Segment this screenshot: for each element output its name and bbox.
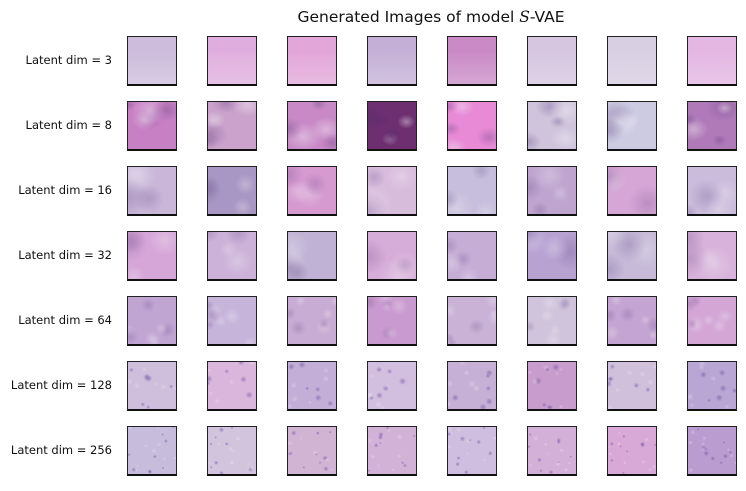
generated-image-tile — [447, 231, 497, 281]
generated-image-tile — [367, 101, 417, 151]
generated-image-tile — [527, 296, 577, 346]
generated-image-tile — [447, 36, 497, 86]
generated-image-tile — [207, 361, 257, 411]
generated-image-tile — [367, 426, 417, 476]
generated-image-tile — [367, 296, 417, 346]
generated-image-tile — [127, 426, 177, 476]
generated-image-tile — [127, 231, 177, 281]
row-label-latent-dim-8: Latent dim = 8 — [25, 118, 112, 132]
generated-image-tile — [607, 231, 657, 281]
generated-image-tile — [527, 426, 577, 476]
generated-image-tile — [447, 426, 497, 476]
generated-image-tile — [127, 166, 177, 216]
generated-image-tile — [607, 361, 657, 411]
generated-image-tile — [127, 361, 177, 411]
generated-image-tile — [367, 166, 417, 216]
generated-image-tile — [367, 361, 417, 411]
generated-image-tile — [127, 101, 177, 151]
generated-image-tile — [687, 296, 737, 346]
generated-image-tile — [287, 166, 337, 216]
generated-image-tile — [527, 166, 577, 216]
generated-image-tile — [287, 36, 337, 86]
generated-image-tile — [287, 101, 337, 151]
generated-image-tile — [207, 426, 257, 476]
generated-image-tile — [447, 101, 497, 151]
row-label-latent-dim-256: Latent dim = 256 — [10, 443, 112, 457]
generated-image-tile — [207, 296, 257, 346]
row-label-latent-dim-64: Latent dim = 64 — [18, 313, 112, 327]
generated-image-tile — [687, 101, 737, 151]
generated-image-tile — [127, 36, 177, 86]
row-label-latent-dim-32: Latent dim = 32 — [18, 248, 112, 262]
figure-title: Generated Images of model S-VAE — [297, 8, 565, 26]
generated-image-tile — [607, 166, 657, 216]
generated-image-tile — [367, 231, 417, 281]
generated-image-tile — [607, 36, 657, 86]
generated-image-tile — [527, 101, 577, 151]
generated-image-tile — [607, 101, 657, 151]
generated-image-tile — [527, 36, 577, 86]
generated-image-tile — [287, 296, 337, 346]
generated-image-tile — [367, 36, 417, 86]
generated-image-tile — [287, 231, 337, 281]
row-label-latent-dim-16: Latent dim = 16 — [18, 183, 112, 197]
generated-image-tile — [607, 296, 657, 346]
generated-image-tile — [287, 426, 337, 476]
generated-image-tile — [447, 361, 497, 411]
row-label-latent-dim-128: Latent dim = 128 — [10, 378, 112, 392]
generated-image-tile — [287, 361, 337, 411]
generated-image-tile — [687, 166, 737, 216]
generated-image-tile — [207, 36, 257, 86]
generated-image-tile — [447, 296, 497, 346]
generated-image-tile — [607, 426, 657, 476]
generated-image-tile — [687, 231, 737, 281]
generated-image-tile — [687, 426, 737, 476]
generated-image-tile — [207, 231, 257, 281]
generated-image-tile — [207, 101, 257, 151]
generated-image-tile — [447, 166, 497, 216]
generated-image-tile — [127, 296, 177, 346]
row-label-latent-dim-3: Latent dim = 3 — [25, 53, 112, 67]
generated-image-tile — [207, 166, 257, 216]
generated-image-tile — [527, 361, 577, 411]
generated-image-tile — [687, 361, 737, 411]
generated-image-tile — [527, 231, 577, 281]
generated-image-tile — [687, 36, 737, 86]
